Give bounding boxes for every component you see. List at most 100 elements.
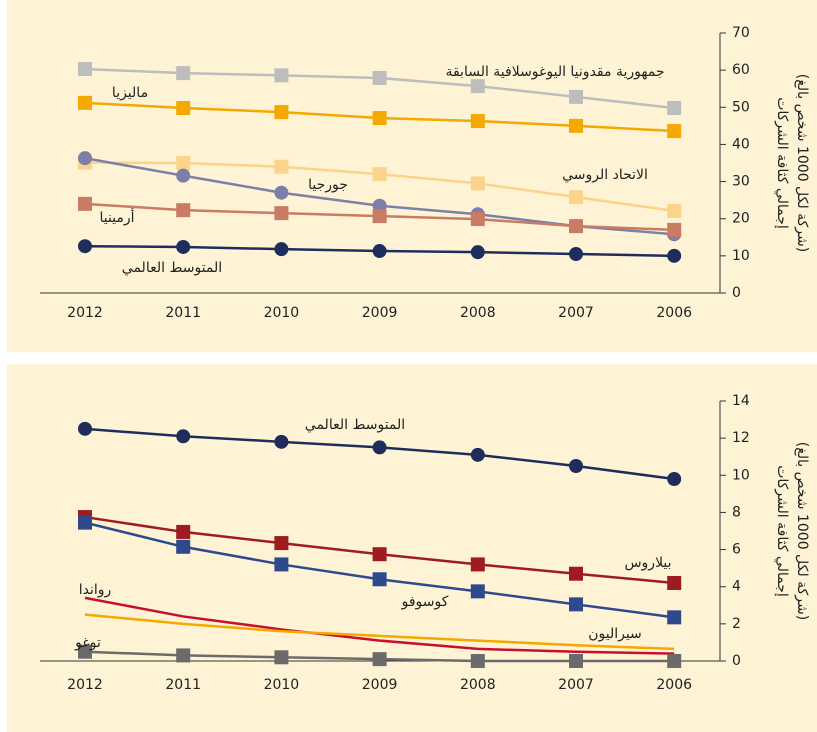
series-label: ماليزيا — [112, 85, 148, 101]
y-tick-label: 20 — [732, 211, 750, 227]
marker — [274, 650, 289, 665]
marker — [372, 440, 387, 455]
series-label: الاتحاد الروسي — [562, 167, 648, 183]
marker — [176, 101, 191, 116]
marker — [78, 515, 92, 530]
marker — [667, 203, 682, 218]
y-tick-label: 8 — [732, 504, 741, 520]
x-tick-label: 2012 — [67, 677, 103, 693]
marker — [176, 648, 191, 663]
marker — [78, 95, 92, 110]
marker — [667, 124, 682, 139]
x-tick-label: 2006 — [656, 305, 692, 321]
marker — [274, 242, 289, 257]
marker — [372, 209, 387, 224]
series-label: المتوسط العالمي — [122, 260, 222, 276]
marker — [274, 68, 289, 83]
marker — [78, 196, 92, 211]
y-tick-label: 70 — [732, 25, 750, 41]
marker — [470, 584, 485, 599]
marker — [372, 244, 387, 259]
x-tick-label: 2012 — [67, 305, 103, 321]
series-label: توغو — [74, 635, 101, 651]
x-tick-label: 2010 — [264, 677, 300, 693]
marker — [569, 118, 583, 133]
marker — [667, 472, 682, 486]
series-label: جورجيا — [308, 177, 348, 193]
y-tick-label: 30 — [732, 174, 750, 190]
y-tick-label: 4 — [732, 579, 741, 595]
y-tick-label: 40 — [732, 136, 750, 152]
y-axis-label: إجمالي كثافة الشركات — [774, 465, 790, 597]
x-tick-label: 2007 — [558, 305, 594, 321]
x-tick-label: 2009 — [362, 677, 398, 693]
series-label: كوسوفو — [401, 594, 449, 610]
series-label: جمهورية مقدونيا اليوغوسلافية السابقة — [445, 64, 664, 80]
marker — [569, 597, 583, 612]
series-label: أرمينيا — [99, 208, 134, 226]
marker — [372, 652, 387, 667]
marker — [667, 222, 682, 237]
marker — [569, 459, 583, 473]
marker — [78, 421, 92, 436]
y-axis-label: (شركة لكل 1000 شخص بالغ) — [794, 74, 810, 252]
panel — [7, 364, 817, 732]
marker — [372, 167, 387, 182]
marker — [176, 156, 191, 170]
marker — [470, 654, 485, 668]
marker — [176, 429, 191, 444]
marker — [667, 610, 682, 625]
marker — [569, 190, 583, 205]
y-tick-label: 12 — [732, 430, 750, 446]
marker — [470, 114, 485, 129]
marker — [372, 70, 387, 85]
y-tick-label: 0 — [732, 285, 741, 301]
marker — [176, 539, 191, 554]
y-axis-label: إجمالي كثافة الشركات — [774, 97, 790, 229]
marker — [569, 219, 583, 234]
marker — [274, 105, 289, 120]
marker — [470, 557, 485, 572]
y-tick-label: 10 — [732, 467, 750, 483]
y-tick-label: 6 — [732, 542, 741, 558]
x-tick-label: 2011 — [165, 677, 201, 693]
marker — [274, 557, 289, 572]
marker — [372, 547, 387, 562]
marker — [274, 185, 289, 200]
marker — [667, 576, 682, 590]
marker — [274, 159, 289, 174]
marker — [667, 654, 682, 668]
x-tick-label: 2008 — [460, 677, 496, 693]
marker — [274, 206, 289, 221]
marker — [78, 151, 92, 166]
marker — [176, 66, 191, 81]
x-tick-label: 2008 — [460, 305, 496, 321]
marker — [569, 566, 583, 581]
marker — [470, 176, 485, 191]
marker — [274, 536, 289, 551]
marker — [667, 101, 682, 116]
marker — [78, 239, 92, 254]
x-tick-label: 2011 — [165, 305, 201, 321]
marker — [78, 644, 92, 659]
y-tick-label: 0 — [732, 653, 741, 669]
marker — [569, 654, 583, 668]
y-tick-label: 14 — [732, 393, 750, 409]
marker — [569, 247, 583, 261]
marker — [470, 447, 485, 462]
marker — [176, 239, 191, 254]
series-label: رواندا — [79, 582, 112, 598]
marker — [470, 212, 485, 227]
y-tick-label: 50 — [732, 99, 750, 115]
x-tick-label: 2006 — [656, 677, 692, 693]
y-tick-label: 2 — [732, 616, 741, 632]
marker — [176, 168, 191, 183]
y-tick-label: 10 — [732, 248, 750, 264]
y-axis-label: (شركة لكل 1000 شخص بالغ) — [794, 442, 810, 620]
series-line — [84, 613, 675, 651]
marker — [569, 89, 583, 104]
marker — [274, 434, 289, 449]
marker — [470, 245, 485, 260]
marker — [667, 248, 682, 263]
